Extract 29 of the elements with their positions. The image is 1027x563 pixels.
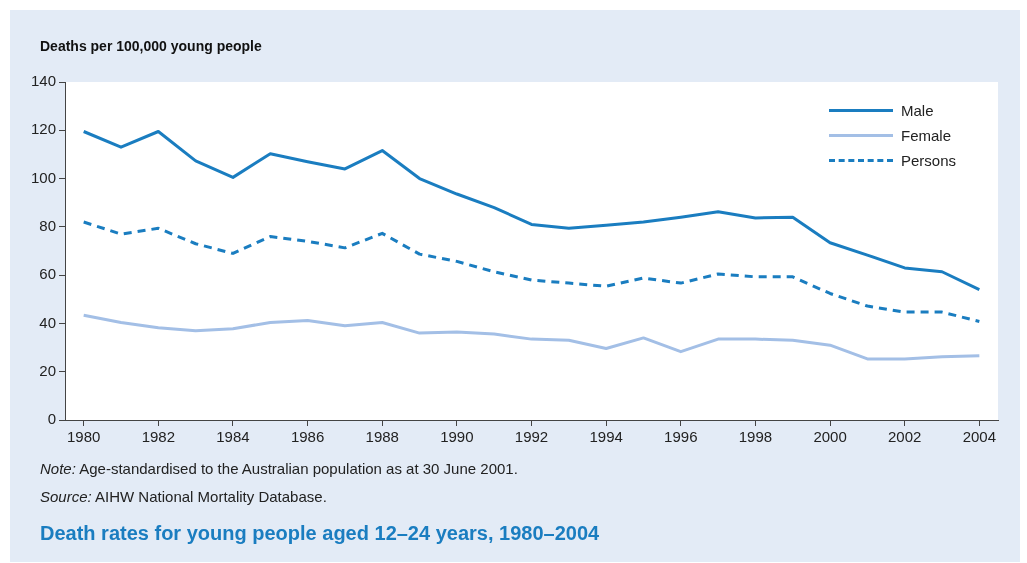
line-series: [82, 220, 981, 323]
x-tick-label: 1994: [589, 428, 623, 446]
x-tick-label: 2004: [962, 428, 997, 446]
y-axis-title: Deaths per 100,000 young people: [40, 38, 262, 54]
x-tick-label: 1992: [514, 428, 549, 446]
y-tick-label: 140: [31, 72, 57, 90]
x-tick-label: 2002: [888, 428, 922, 446]
x-tick-label: 1988: [365, 428, 399, 446]
x-tick-label: 1990: [440, 428, 474, 446]
y-tick-label: 120: [31, 120, 57, 138]
y-tick-label: 60: [39, 265, 57, 283]
x-tick-label: 1980: [67, 428, 101, 446]
y-tick-label: 100: [31, 168, 57, 186]
y-tick-label: 0: [47, 410, 57, 428]
y-tick-label: 80: [39, 217, 57, 234]
x-tick-label: 2000: [813, 428, 847, 446]
legend-label: Persons: [900, 152, 956, 169]
x-tick-label: 1984: [216, 428, 250, 446]
legend-label: Female: [900, 127, 951, 144]
x-tick-label: 1998: [738, 428, 773, 446]
x-tick-label: 1986: [290, 428, 325, 446]
x-tick-label: 1982: [141, 428, 176, 446]
source-note: Source: AIHW National Mortality Database.: [40, 487, 328, 507]
y-tick-label: 40: [39, 313, 57, 331]
legend-label: Male: [900, 102, 934, 119]
text: Note: Age-standardised to the Australian population as at 30 June 2001.: [40, 459, 518, 479]
x-tick-label: 1996: [664, 428, 698, 446]
text: Death rates for young people aged 12–24 years, 1980–2004: [40, 522, 600, 545]
y-tick-label: 20: [39, 361, 57, 379]
